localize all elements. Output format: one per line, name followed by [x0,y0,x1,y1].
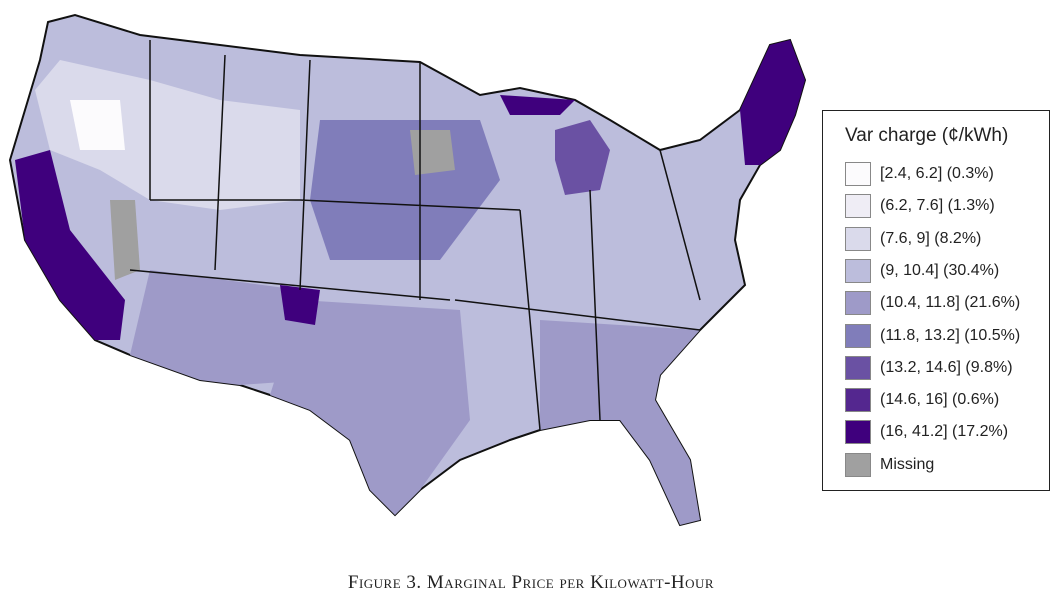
region-upper-michigan [500,95,575,115]
legend-swatch [845,452,871,477]
region-texas [270,300,470,515]
region-west [35,60,300,210]
legend-label: (14.6, 16] (0.6%) [880,391,1000,409]
state-borders [129,40,701,431]
legend-swatch [845,355,871,380]
region-southeast [540,320,700,525]
legend-swatch [845,194,871,219]
caption: Figure 3. Marginal Price per Kilowatt-Ho… [347,572,715,593]
legend-swatch [845,258,871,283]
legend-label: (9, 10.4] (30.4%) [880,261,1000,279]
legend-item: [2.4, 6.2] (0.3%) [845,161,994,187]
region-missing [110,200,140,280]
region-southwest [130,270,310,385]
legend-label: (11.8, 13.2] (10.5%) [880,326,1021,344]
legend-label: Missing [880,455,935,473]
region-missing [410,130,455,175]
region-california [15,150,125,340]
legend-item: (11.8, 13.2] (10.5%) [845,323,1020,349]
legend-label: (16, 41.2] (17.2%) [880,423,1009,441]
legend-swatch [845,388,871,413]
legend-item: (13.2, 14.6] (9.8%) [845,355,1013,381]
region-white [70,100,125,150]
legend-label: (6.2, 7.6] (1.3%) [880,197,995,215]
legend-item: (16, 41.2] (17.2%) [845,419,1008,445]
legend: Var charge (¢/kWh) [2.4, 6.2] (0.3%) (6.2… [822,110,1050,491]
legend-item: (6.2, 7.6] (1.3%) [845,193,995,219]
legend-swatch [845,420,871,445]
legend-swatch [845,291,871,316]
region-new-mexico [280,285,320,325]
legend-item: (14.6, 16] (0.6%) [845,387,999,413]
legend-title: Var charge (¢/kWh) [845,125,1009,146]
legend-label: (7.6, 9] (8.2%) [880,229,982,247]
region-northeast [740,40,805,165]
legend-swatch [845,162,871,186]
legend-item: Missing [845,452,934,478]
legend-swatch [845,226,871,251]
legend-item: (9, 10.4] (30.4%) [845,258,999,284]
legend-item: (10.4, 11.8] (21.6%) [845,290,1020,316]
legend-label: (10.4, 11.8] (21.6%) [880,294,1021,312]
legend-label: [2.4, 6.2] (0.3%) [880,165,994,182]
region-michigan [555,120,610,195]
legend-item: (7.6, 9] (8.2%) [845,226,981,252]
map [8,13,807,527]
legend-label: (13.2, 14.6] (9.8%) [880,358,1013,376]
legend-swatch [845,323,871,348]
